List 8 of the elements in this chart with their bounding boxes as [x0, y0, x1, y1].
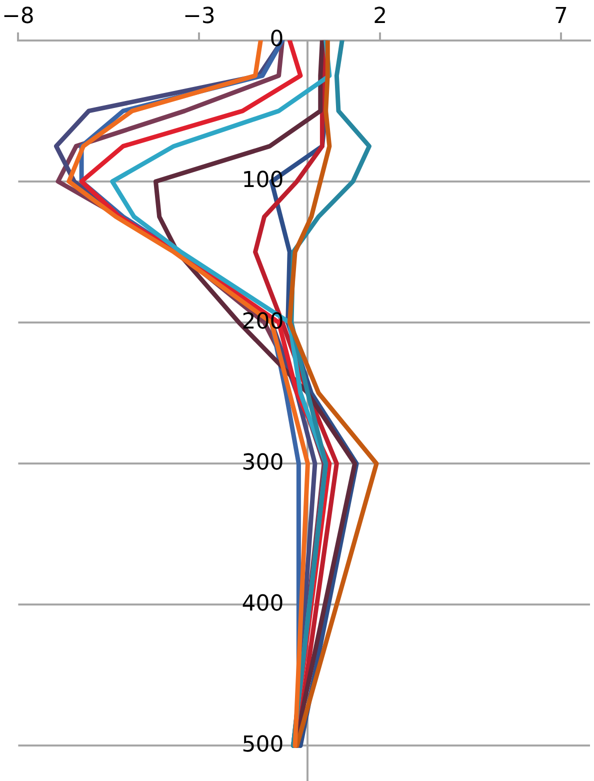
y-tick-label: 0 — [270, 27, 284, 52]
x-tick-label: 2 — [373, 4, 388, 29]
x-tick-label: −8 — [2, 4, 34, 29]
x-tick-label: 7 — [554, 4, 568, 29]
x-tick-label: −3 — [182, 4, 216, 29]
y-tick-label: 500 — [242, 732, 284, 758]
y-tick-label: 400 — [242, 591, 284, 616]
y-tick-label: 300 — [242, 450, 284, 476]
